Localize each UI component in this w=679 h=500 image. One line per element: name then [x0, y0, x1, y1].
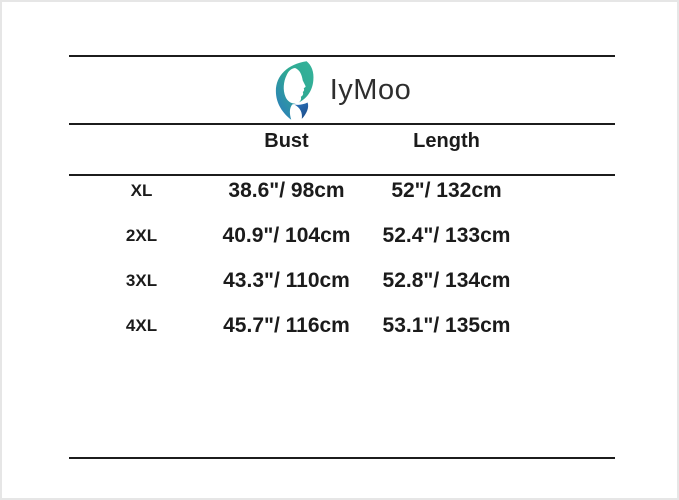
- row-2xl-size: 2XL: [125, 225, 158, 245]
- header-length: Length: [413, 129, 480, 152]
- row-xl-size: XL: [130, 180, 153, 200]
- row-4xl-size: 4XL: [125, 315, 158, 335]
- row-2xl-length: 52.4"/ 133cm: [382, 223, 511, 247]
- logo-divider: [69, 123, 615, 125]
- leaf-face-logo-icon: [275, 61, 314, 120]
- table-header-row: Bust Length: [69, 126, 615, 156]
- row-3xl-size: 3XL: [125, 270, 158, 290]
- row-xl-bust: 38.6"/ 98cm: [228, 178, 345, 202]
- row-3xl-bust: 43.3"/ 110cm: [223, 268, 350, 292]
- row-4xl-length: 53.1"/ 135cm: [382, 313, 511, 337]
- row-3xl-length: 52.8"/ 134cm: [382, 268, 511, 292]
- row-4xl-bust: 45.7"/ 116cm: [223, 313, 350, 337]
- bottom-divider: [69, 457, 615, 459]
- table-body: XL 38.6"/ 98cm 52"/ 132cm 2XL 40.9"/ 104…: [69, 168, 615, 348]
- top-divider: [69, 55, 615, 57]
- header-bust: Bust: [264, 129, 309, 152]
- brand-logo: IyMoo: [69, 58, 615, 122]
- header-divider: [69, 174, 615, 176]
- row-2xl-bust: 40.9"/ 104cm: [222, 223, 351, 247]
- brand-name: IyMoo: [329, 73, 412, 106]
- row-xl-length: 52"/ 132cm: [391, 178, 502, 202]
